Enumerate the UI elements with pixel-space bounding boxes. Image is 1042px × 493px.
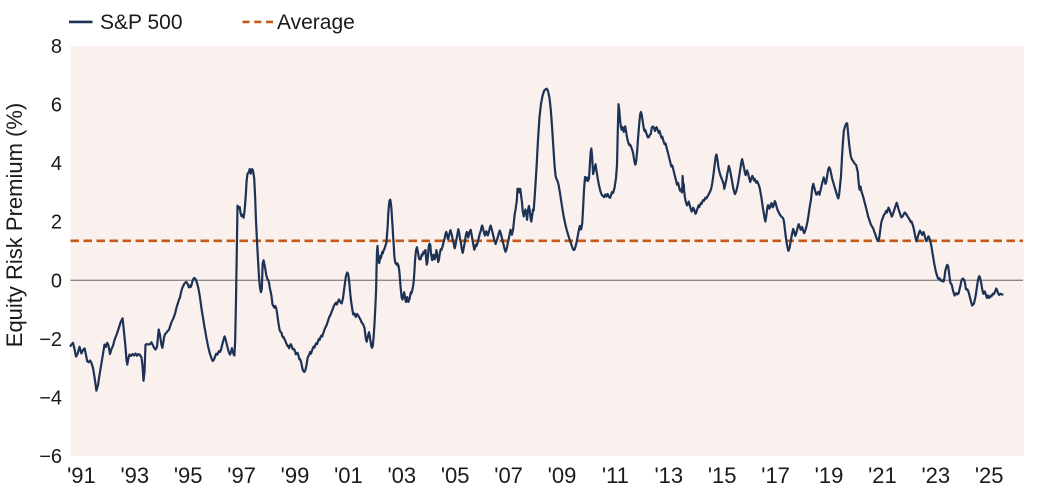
svg-text:8: 8 [51,36,62,58]
svg-text:S&P 500: S&P 500 [100,11,183,34]
svg-text:'97: '97 [227,463,256,488]
svg-text:'23: '23 [921,463,950,488]
svg-text:Equity Risk Premium (%): Equity Risk Premium (%) [2,103,27,347]
svg-text:'07: '07 [494,463,523,488]
svg-text:'99: '99 [281,463,310,488]
svg-text:Average: Average [277,11,355,34]
svg-text:'21: '21 [868,463,897,488]
svg-text:−2: −2 [39,329,62,351]
svg-text:0: 0 [51,270,62,292]
svg-text:'09: '09 [548,463,577,488]
svg-text:'25: '25 [975,463,1004,488]
svg-text:'05: '05 [441,463,470,488]
svg-text:−6: −6 [39,446,62,468]
svg-text:'95: '95 [174,463,203,488]
svg-text:4: 4 [51,153,62,175]
svg-text:'91: '91 [67,463,96,488]
svg-text:'15: '15 [708,463,737,488]
svg-text:'17: '17 [761,463,790,488]
svg-text:2: 2 [51,212,62,234]
svg-text:'13: '13 [654,463,683,488]
svg-text:'93: '93 [120,463,149,488]
svg-text:'19: '19 [815,463,844,488]
svg-text:'03: '03 [387,463,416,488]
svg-text:−4: −4 [39,387,62,409]
svg-text:6: 6 [51,95,62,117]
svg-text:'11: '11 [602,463,629,488]
svg-text:'01: '01 [334,463,363,488]
